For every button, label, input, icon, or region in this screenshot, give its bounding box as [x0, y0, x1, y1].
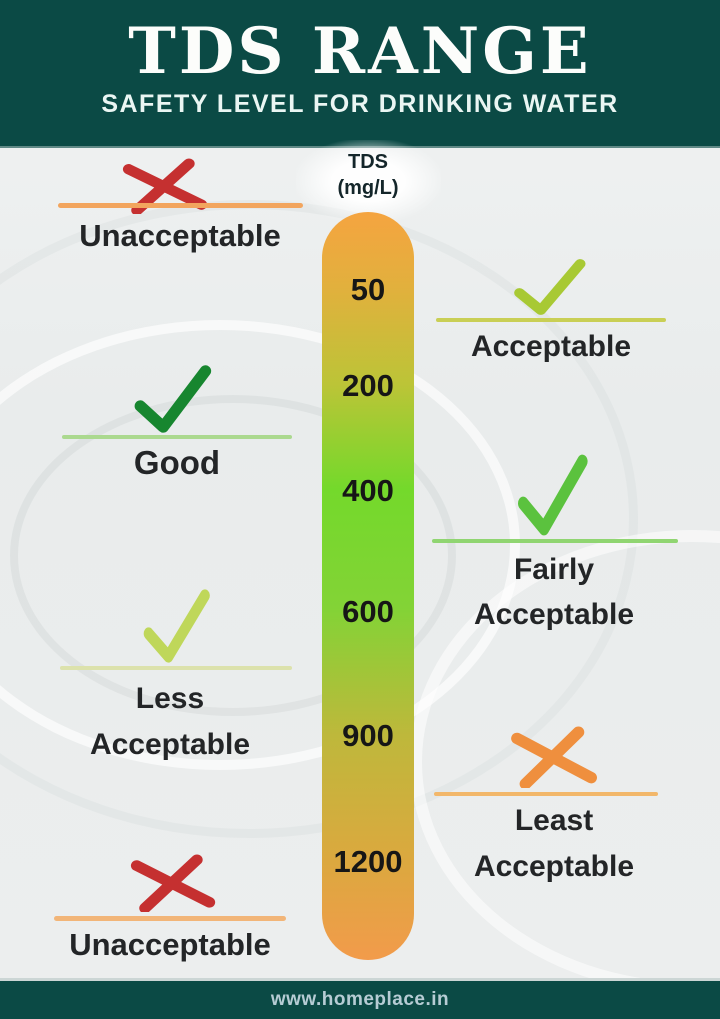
- cross-icon: [120, 854, 224, 912]
- cross-icon: [112, 158, 216, 214]
- underline: [432, 539, 678, 543]
- check-icon: [138, 588, 214, 664]
- annotation-text: Least: [514, 804, 594, 837]
- underline: [436, 318, 666, 322]
- underline: [60, 666, 292, 670]
- annotation-text: Unacceptable: [69, 927, 271, 962]
- annotation-text: Fairly: [513, 553, 595, 586]
- annotation-text: Less: [135, 682, 205, 715]
- underline: [58, 203, 303, 208]
- annotation-text: Acceptable: [470, 330, 632, 363]
- tds-scale-bar: [322, 212, 414, 960]
- cross-icon: [500, 726, 606, 788]
- scale-unit-line1: TDS: [348, 151, 388, 173]
- scale-tick: 1200: [333, 844, 403, 879]
- check-icon: [512, 453, 592, 537]
- header: TDS RANGE SAFETY LEVEL FOR DRINKING WATE…: [0, 0, 720, 148]
- unit-label-glow: [296, 140, 441, 222]
- scale-tick: 600: [342, 594, 394, 629]
- scale-tick: 400: [342, 473, 394, 508]
- scale-tick: 200: [342, 368, 394, 403]
- annotation-text: Good: [133, 444, 221, 481]
- underline: [62, 435, 292, 439]
- annotation-label-unacceptable-bottom: Unacceptable: [5, 924, 335, 966]
- annotation-label-unacceptable-top: Unacceptable: [10, 215, 350, 257]
- scale-tick: 50: [350, 272, 386, 307]
- underline: [434, 792, 658, 796]
- page-subtitle: SAFETY LEVEL FOR DRINKING WATER: [101, 90, 619, 118]
- check-icon: [508, 258, 590, 316]
- scale-tick: 900: [342, 718, 394, 753]
- annotation-text: Acceptable: [473, 598, 635, 631]
- annotation-text: Unacceptable: [79, 218, 281, 253]
- annotation-text: Acceptable: [89, 728, 251, 761]
- annotation-label-acceptable: Acceptable: [421, 327, 681, 367]
- scale-unit-label: TDS (mg/L): [302, 149, 434, 201]
- check-icon: [128, 364, 216, 434]
- annotation-label-less-acceptable: Less Acceptable: [30, 676, 310, 768]
- annotation-label-good: Good: [62, 441, 292, 485]
- footer: www.homeplace.in: [0, 978, 720, 1019]
- annotation-label-least-acceptable: Least Acceptable: [418, 798, 690, 890]
- underline: [54, 916, 286, 921]
- annotation-text: Acceptable: [473, 850, 635, 883]
- annotation-label-fairly-acceptable: Fairly Acceptable: [420, 547, 688, 637]
- website-link: www.homeplace.in: [270, 989, 450, 1010]
- page-title: TDS RANGE: [128, 14, 592, 89]
- scale-unit-line2: (mg/L): [337, 177, 399, 199]
